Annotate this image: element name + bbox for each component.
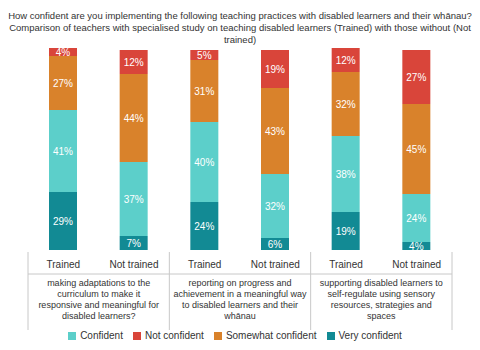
svg-text:reporting on progress andachie: reporting on progress andachievement in … bbox=[173, 278, 307, 321]
svg-text:Trained: Trained bbox=[188, 259, 222, 270]
svg-text:24%: 24% bbox=[194, 221, 214, 232]
svg-text:45%: 45% bbox=[406, 144, 426, 155]
svg-text:4%: 4% bbox=[409, 241, 424, 252]
svg-text:Not trained: Not trained bbox=[392, 259, 441, 270]
html-text:Confident: Confident bbox=[80, 330, 123, 341]
html-text:Comparison of teachers with sp: Comparison of teachers with specialised … bbox=[9, 22, 471, 45]
svg-text:32%: 32% bbox=[336, 99, 356, 110]
svg-text:31%: 31% bbox=[194, 86, 214, 97]
svg-text:19%: 19% bbox=[336, 226, 356, 237]
html-text:Not confident: Not confident bbox=[144, 330, 204, 341]
svg-text:Not trained: Not trained bbox=[110, 259, 159, 270]
svg-text:38%: 38% bbox=[336, 169, 356, 180]
svg-text:7%: 7% bbox=[126, 238, 141, 249]
svg-text:12%: 12% bbox=[336, 55, 356, 66]
svg-text:44%: 44% bbox=[124, 113, 144, 124]
svg-text:32%: 32% bbox=[265, 201, 285, 212]
svg-text:12%: 12% bbox=[124, 57, 144, 68]
html-text:Somewhat confident: Somewhat confident bbox=[225, 330, 317, 341]
svg-text:4%: 4% bbox=[56, 47, 71, 58]
svg-text:40%: 40% bbox=[194, 157, 214, 168]
svg-text:19%: 19% bbox=[265, 64, 285, 75]
svg-text:43%: 43% bbox=[265, 126, 285, 137]
svg-text:41%: 41% bbox=[53, 146, 73, 157]
svg-text:24%: 24% bbox=[406, 213, 426, 224]
svg-text:29%: 29% bbox=[53, 216, 73, 227]
svg-text:Not trained: Not trained bbox=[251, 259, 300, 270]
svg-text:37%: 37% bbox=[124, 194, 144, 205]
svg-text:supporting disabled learners t: supporting disabled learners toself-regu… bbox=[320, 278, 443, 321]
html-text:How confident are you implemen: How confident are you implementing the f… bbox=[8, 10, 472, 21]
svg-text:27%: 27% bbox=[406, 72, 426, 83]
svg-text:6%: 6% bbox=[268, 239, 283, 250]
html-text:Very confident: Very confident bbox=[338, 330, 402, 341]
svg-text:5%: 5% bbox=[197, 50, 212, 61]
svg-text:Trained: Trained bbox=[47, 259, 81, 270]
svg-text:Trained: Trained bbox=[329, 259, 363, 270]
svg-text:making adaptations to thecurri: making adaptations to thecurriculum to m… bbox=[38, 278, 159, 321]
svg-text:27%: 27% bbox=[53, 78, 73, 89]
